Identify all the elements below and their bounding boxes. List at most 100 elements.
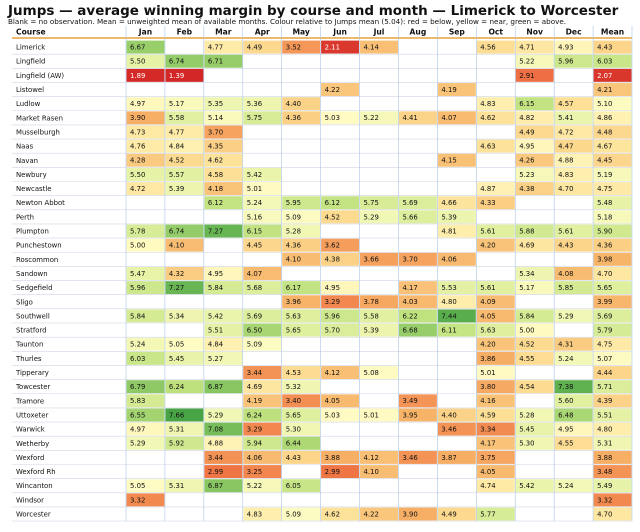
table-row: Tipperary 3.44 4.53 4.12 5.08 5.01 4.44 bbox=[12, 366, 632, 380]
cell-value: 4.73 bbox=[130, 128, 145, 136]
heatmap-cell bbox=[165, 153, 204, 167]
heatmap-cell bbox=[165, 436, 204, 450]
course-label: Perth bbox=[16, 213, 34, 221]
course-label: Punchestown bbox=[16, 242, 62, 250]
heatmap-cell bbox=[204, 323, 243, 337]
heatmap-cell bbox=[321, 394, 360, 408]
heatmap-cell bbox=[204, 422, 243, 436]
cell-value: 2.07 bbox=[597, 72, 612, 80]
heatmap-cell bbox=[282, 40, 321, 54]
heatmap-cell bbox=[282, 196, 321, 210]
cell-value: 4.12 bbox=[364, 454, 379, 462]
cell-value: 5.96 bbox=[325, 312, 340, 320]
cell-value: 6.24 bbox=[169, 383, 184, 391]
course-label: Taunton bbox=[15, 341, 43, 349]
heatmap-cell bbox=[360, 408, 398, 422]
heatmap-cell bbox=[437, 252, 476, 266]
cell-value: 3.90 bbox=[130, 114, 145, 122]
table-row: Sedgefield 5.96 7.27 5.84 5.68 6.17 4.95 4.17 5.… bbox=[12, 281, 632, 296]
table-row: Musselburgh 4.73 4.77 3.70 4.49 4.72 4.48 bbox=[12, 125, 632, 140]
course-label: Market Rasen bbox=[16, 114, 63, 122]
heatmap-cell bbox=[360, 295, 398, 309]
cell-value: 5.57 bbox=[169, 171, 184, 179]
heatmap-cell bbox=[165, 267, 204, 280]
heatmap-cell bbox=[126, 167, 165, 181]
column-header-nov: Nov bbox=[526, 28, 543, 37]
cell-value: 3.34 bbox=[480, 426, 495, 434]
heatmap-cell bbox=[204, 167, 243, 181]
heatmap-cell bbox=[554, 167, 593, 181]
heatmap-cell bbox=[554, 281, 593, 295]
course-label: Thurles bbox=[15, 355, 42, 363]
cell-value: 4.70 bbox=[597, 270, 612, 278]
cell-value: 6.87 bbox=[208, 383, 223, 391]
table-row: Warwick 4.97 5.31 7.08 3.29 5.30 3.46 3.34 5.45 4… bbox=[12, 422, 632, 437]
column-header-sep: Sep bbox=[449, 28, 466, 37]
heatmap-cell bbox=[360, 309, 398, 323]
heatmap-cell bbox=[360, 323, 398, 337]
cell-value: 3.70 bbox=[402, 256, 417, 264]
heatmap-cell bbox=[593, 139, 632, 153]
table-row: Southwell 5.84 5.34 5.42 5.69 5.63 5.96 5.58 6.2… bbox=[12, 309, 632, 324]
course-label: Roscommon bbox=[16, 256, 58, 264]
cell-value: 4.67 bbox=[597, 143, 612, 151]
course-label: Sligo bbox=[16, 298, 33, 306]
cell-value: 6.74 bbox=[169, 58, 184, 66]
heatmap-cell bbox=[243, 394, 282, 408]
cell-value: 5.79 bbox=[597, 326, 612, 334]
cell-value: 4.45 bbox=[597, 157, 612, 165]
cell-value: 4.36 bbox=[286, 242, 301, 250]
heatmap-cell bbox=[360, 196, 398, 210]
heatmap-cell bbox=[243, 40, 282, 54]
heatmap-cell bbox=[476, 97, 515, 111]
course-label: Worcester bbox=[16, 511, 51, 519]
course-label: Towcester bbox=[15, 383, 50, 391]
cell-value: 6.55 bbox=[130, 411, 145, 419]
cell-value: 5.16 bbox=[247, 213, 262, 221]
heatmap-cell bbox=[515, 40, 554, 54]
cell-value: 5.42 bbox=[519, 482, 534, 490]
heatmap-cell bbox=[243, 323, 282, 337]
course-label: Navan bbox=[16, 157, 38, 165]
heatmap-cell bbox=[476, 394, 515, 408]
heatmap-cell bbox=[593, 97, 632, 111]
heatmap-cell bbox=[126, 267, 165, 280]
cell-value: 3.99 bbox=[597, 298, 612, 306]
cell-value: 4.40 bbox=[286, 100, 301, 108]
cell-value: 6.03 bbox=[597, 58, 612, 66]
cell-value: 7.44 bbox=[441, 312, 456, 320]
corner-label: Course bbox=[16, 28, 46, 37]
heatmap-cell bbox=[126, 281, 165, 295]
heatmap-cell bbox=[554, 153, 593, 167]
cell-value: 5.28 bbox=[286, 227, 301, 235]
heatmap-cell bbox=[243, 465, 282, 479]
heatmap-cell bbox=[554, 351, 593, 365]
heatmap-cell bbox=[476, 337, 515, 351]
cell-value: 5.05 bbox=[169, 341, 184, 349]
heatmap-cell bbox=[204, 54, 243, 68]
course-label: Newbury bbox=[16, 171, 47, 179]
cell-value: 4.06 bbox=[247, 454, 262, 462]
heatmap-cell bbox=[593, 309, 632, 323]
cell-value: 4.07 bbox=[441, 114, 456, 122]
cell-value: 4.19 bbox=[441, 86, 456, 94]
cell-value: 5.69 bbox=[247, 312, 262, 320]
heatmap-cell bbox=[515, 224, 554, 238]
heatmap-cell bbox=[282, 422, 321, 436]
heatmap-cell bbox=[593, 450, 632, 464]
cell-value: 3.70 bbox=[208, 128, 223, 136]
cell-value: 5.00 bbox=[130, 242, 145, 250]
heatmap-cell bbox=[593, 267, 632, 280]
cell-value: 4.48 bbox=[597, 128, 612, 136]
heatmap-cell bbox=[554, 422, 593, 436]
cell-value: 3.29 bbox=[247, 426, 262, 434]
table-row: Windsor 3.32 3.32 bbox=[12, 493, 632, 508]
cell-value: 4.95 bbox=[558, 426, 573, 434]
cell-value: 5.60 bbox=[558, 397, 573, 405]
cell-value: 3.49 bbox=[402, 397, 417, 405]
heatmap-cell bbox=[165, 97, 204, 111]
cell-value: 4.63 bbox=[480, 143, 495, 151]
course-label: Ludlow bbox=[16, 100, 41, 108]
heatmap-cell bbox=[398, 111, 437, 125]
